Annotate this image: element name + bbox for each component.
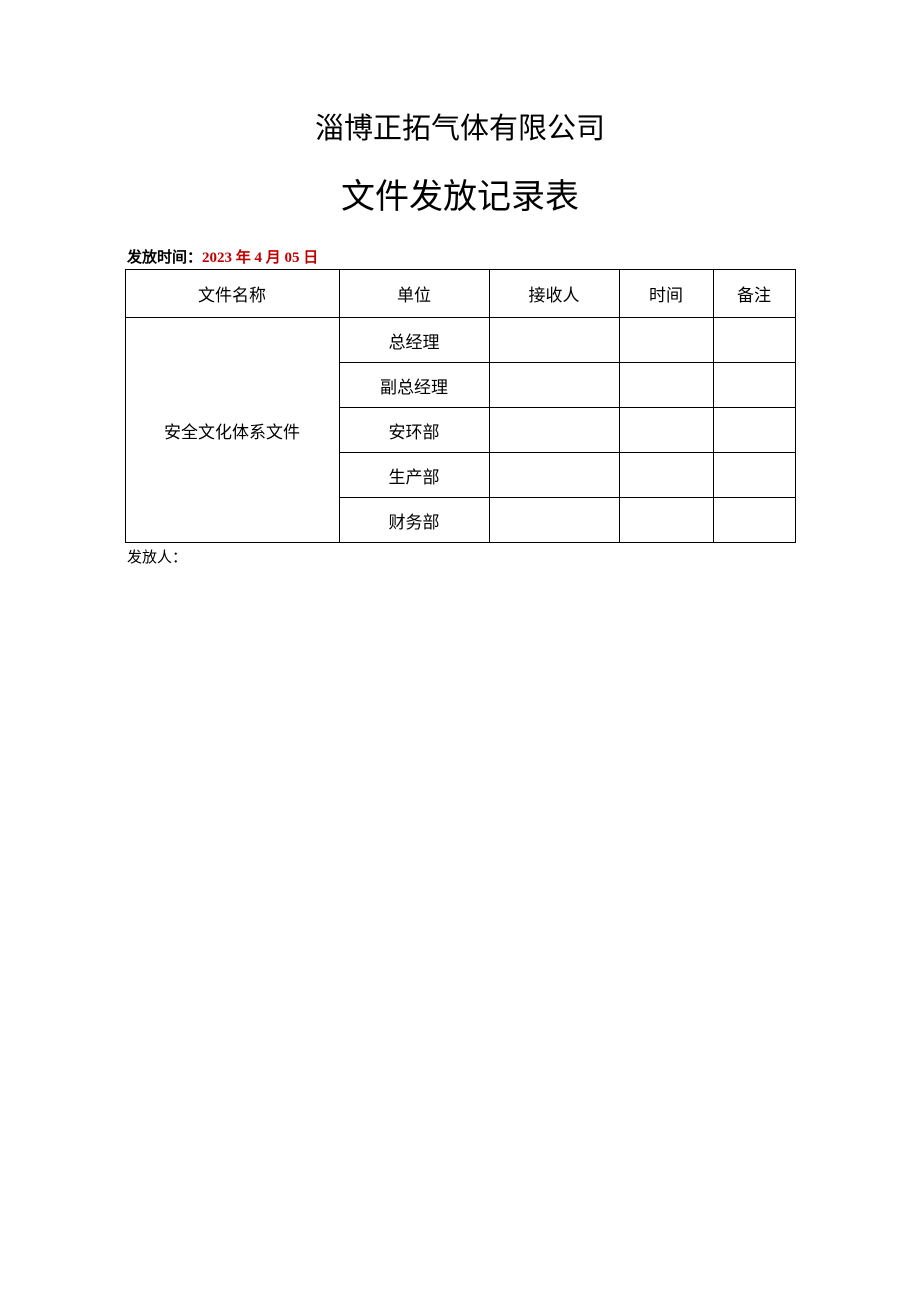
cell-remark (713, 408, 795, 453)
release-time-value: 2023 年 4 月 05 日 (202, 250, 318, 266)
document-container: 淄博正拓气体有限公司 文件发放记录表 发放时间：2023 年 4 月 05 日 … (0, 105, 920, 567)
issuer-label: 发放人： (127, 550, 187, 566)
cell-time (619, 498, 713, 543)
cell-time (619, 408, 713, 453)
cell-remark (713, 363, 795, 408)
cell-filename: 安全文化体系文件 (125, 318, 339, 543)
cell-unit: 安环部 (339, 408, 489, 453)
cell-receiver (489, 318, 619, 363)
issuer-row: 发放人： (125, 543, 795, 567)
cell-unit: 副总经理 (339, 363, 489, 408)
cell-time (619, 453, 713, 498)
cell-remark (713, 453, 795, 498)
record-table: 文件名称 单位 接收人 时间 备注 安全文化体系文件 总经理 副总经理 (125, 269, 796, 543)
cell-unit: 总经理 (339, 318, 489, 363)
cell-receiver (489, 498, 619, 543)
release-time-row: 发放时间：2023 年 4 月 05 日 (125, 246, 795, 267)
cell-receiver (489, 363, 619, 408)
col-header-remark: 备注 (713, 270, 795, 318)
cell-remark (713, 498, 795, 543)
cell-receiver (489, 408, 619, 453)
cell-receiver (489, 453, 619, 498)
company-name: 淄博正拓气体有限公司 (315, 105, 605, 147)
cell-remark (713, 318, 795, 363)
col-header-unit: 单位 (339, 270, 489, 318)
cell-time (619, 363, 713, 408)
cell-time (619, 318, 713, 363)
document-title: 文件发放记录表 (341, 169, 579, 218)
table-header-row: 文件名称 单位 接收人 时间 备注 (125, 270, 795, 318)
col-header-filename: 文件名称 (125, 270, 339, 318)
col-header-time: 时间 (619, 270, 713, 318)
col-header-receiver: 接收人 (489, 270, 619, 318)
cell-unit: 财务部 (339, 498, 489, 543)
cell-unit: 生产部 (339, 453, 489, 498)
release-time-label: 发放时间： (127, 250, 202, 266)
table-row: 安全文化体系文件 总经理 (125, 318, 795, 363)
